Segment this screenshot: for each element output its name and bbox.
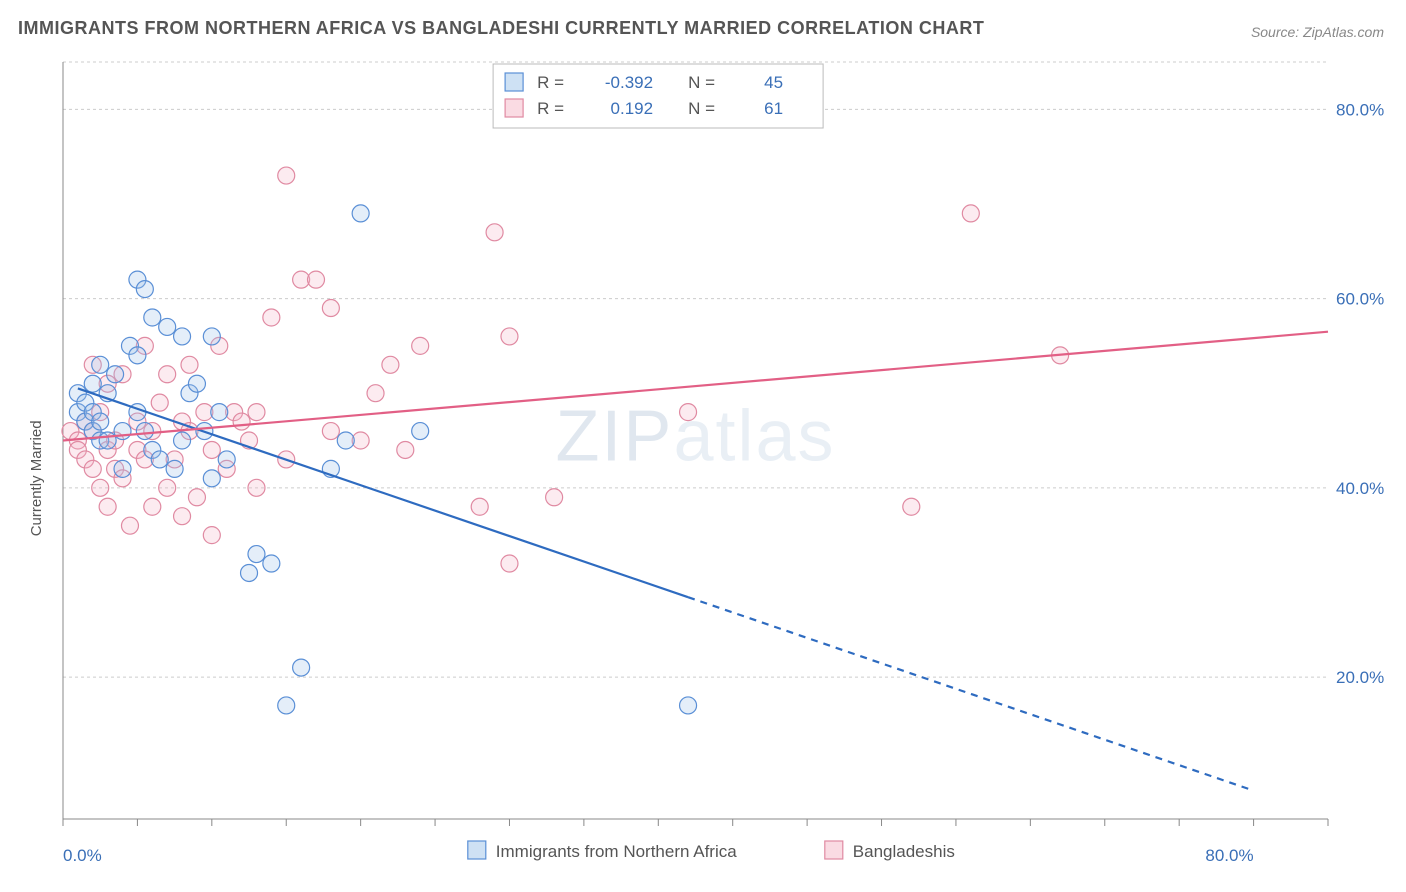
svg-text:61: 61: [764, 99, 783, 118]
chart-title: IMMIGRANTS FROM NORTHERN AFRICA VS BANGL…: [18, 18, 984, 39]
correlation-scatter-chart: 20.0% 40.0% 60.0% 80.0% 0.0% 80.0% Currently M…: [18, 52, 1388, 874]
svg-text:R =: R =: [537, 99, 564, 118]
svg-text:N =: N =: [688, 99, 715, 118]
svg-text:20.0%: 20.0%: [1336, 668, 1384, 687]
svg-text:Bangladeshis: Bangladeshis: [853, 842, 955, 861]
chart-container: 20.0% 40.0% 60.0% 80.0% 0.0% 80.0% Currently M…: [18, 52, 1388, 874]
svg-text:80.0%: 80.0%: [1205, 846, 1253, 865]
svg-text:N =: N =: [688, 73, 715, 92]
svg-text:60.0%: 60.0%: [1336, 290, 1384, 309]
svg-text:40.0%: 40.0%: [1336, 479, 1384, 498]
svg-text:45: 45: [764, 73, 783, 92]
svg-text:Currently Married: Currently Married: [28, 420, 45, 536]
svg-text:Immigrants from Northern Afric: Immigrants from Northern Africa: [496, 842, 737, 861]
svg-text:0.192: 0.192: [611, 99, 654, 118]
svg-text:-0.392: -0.392: [605, 73, 653, 92]
svg-text:0.0%: 0.0%: [63, 846, 102, 865]
svg-text:R =: R =: [537, 73, 564, 92]
svg-text:80.0%: 80.0%: [1336, 100, 1384, 119]
source-attribution: Source: ZipAtlas.com: [1251, 24, 1384, 40]
